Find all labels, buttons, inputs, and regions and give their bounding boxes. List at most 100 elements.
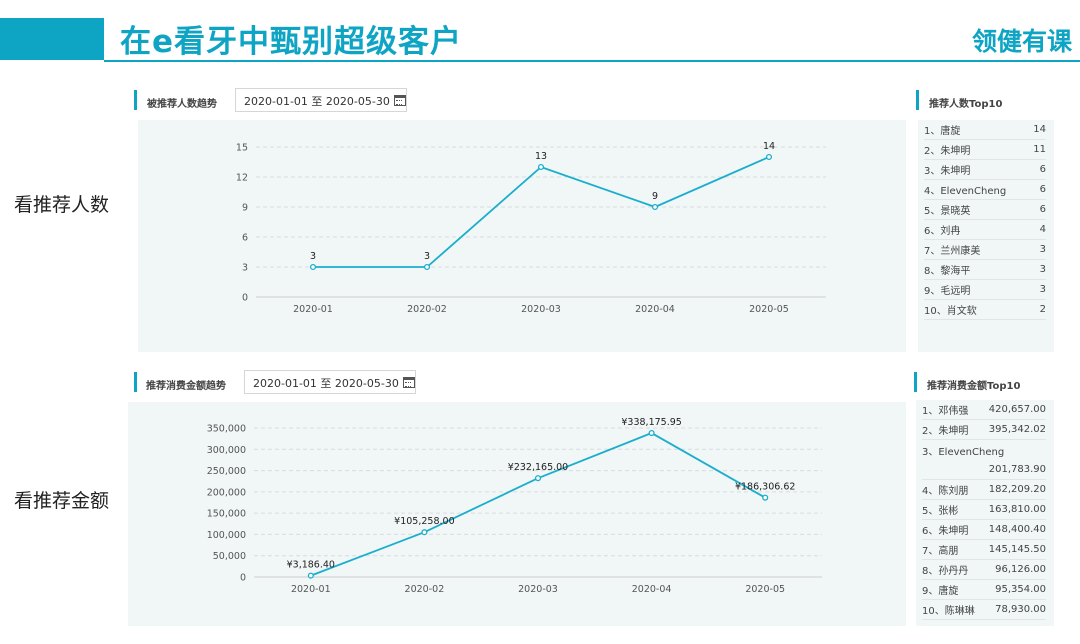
rank-name: 10、肖文软 xyxy=(924,306,977,317)
x-tick-label: 2020-04 xyxy=(632,584,672,595)
rank-row: 9、唐旋 95,354.00 xyxy=(922,580,1046,600)
data-point[interactable] xyxy=(648,429,655,437)
x-tick-label: 2020-03 xyxy=(521,304,561,315)
y-tick-label: 15 xyxy=(236,143,248,154)
rank-title-amount: 推荐消费金额Top10 xyxy=(927,381,1021,392)
data-label: ¥105,258.00 xyxy=(394,516,454,527)
data-point[interactable] xyxy=(309,263,317,271)
data-label: 13 xyxy=(535,151,547,162)
data-label: ¥3,186.40 xyxy=(287,560,335,571)
rank-name: 3、朱坤明 xyxy=(924,166,971,177)
rank-name: 3、ElevenCheng xyxy=(922,446,1005,458)
rank-row: 5、张彬 163,810.00 xyxy=(922,500,1046,520)
data-label: ¥186,306.62 xyxy=(735,482,795,493)
y-tick-label: 150,000 xyxy=(207,509,246,520)
rank-name: 4、ElevenCheng xyxy=(924,186,1007,197)
date-range-picker-amount[interactable]: 2020-01-01 至 2020-05-30 xyxy=(244,370,416,394)
header-accent-bar xyxy=(0,18,104,60)
rank-name: 6、刘冉 xyxy=(924,226,961,237)
rank-list-referrals: 1、唐旋 14 2、朱坤明 11 3、朱坤明 6 4、ElevenCheng 6 5、景晓英 6 6… xyxy=(918,120,1054,352)
series-line xyxy=(310,432,766,577)
rank-value: 95,354.00 xyxy=(995,584,1046,595)
section-marker xyxy=(916,90,919,110)
data-point[interactable] xyxy=(421,529,428,536)
section-title-referrals: 被推荐人数趋势 xyxy=(147,99,217,110)
calendar-icon[interactable] xyxy=(402,377,415,388)
rank-value: 14 xyxy=(1033,124,1046,135)
rank-row-value-line: 201,783.90 xyxy=(922,460,1046,480)
page-title: 在e看牙中甄别超级客户 xyxy=(120,24,463,60)
brand-logo-text: 领健有课 xyxy=(971,27,1072,56)
rank-value: 4 xyxy=(1039,224,1046,235)
rank-value: 145,145.50 xyxy=(988,544,1046,555)
rank-name: 6、朱坤明 xyxy=(922,526,969,537)
x-tick-label: 2020-04 xyxy=(635,304,675,315)
rank-value: 6 xyxy=(1039,184,1046,195)
rank-list-amount: 1、邓伟强 420,657.00 2、朱坤明 395,342.02 3、ElevenCh… xyxy=(916,400,1054,626)
rank-row: 6、朱坤明 148,400.40 xyxy=(922,520,1046,540)
section-marker xyxy=(134,372,137,392)
y-tick-label: 3 xyxy=(242,263,248,274)
rank-name: 1、唐旋 xyxy=(924,126,961,137)
rank-name: 7、高朋 xyxy=(922,546,959,557)
date-range-text: 2020-01-01 至 2020-05-30 xyxy=(244,95,390,108)
data-point[interactable] xyxy=(534,475,542,482)
side-label-referrals: 看推荐人数 xyxy=(14,194,110,216)
data-point[interactable] xyxy=(765,153,773,161)
chart-panel-referrals: 0 3 6 9 12 15 2020-01 2020-02 2020-03 2020-04 2020… xyxy=(138,120,906,352)
data-point[interactable] xyxy=(651,203,659,211)
rank-value: 395,342.02 xyxy=(988,424,1046,435)
section-marker xyxy=(914,372,917,392)
rank-name: 9、唐旋 xyxy=(922,586,959,597)
rank-name: 8、黎海平 xyxy=(924,266,971,277)
side-label-amount: 看推荐金额 xyxy=(14,490,110,512)
rank-name: 10、陈琳琳 xyxy=(922,606,975,617)
calendar-icon[interactable] xyxy=(393,95,406,106)
y-tick-label: 12 xyxy=(236,173,248,184)
x-tick-label: 2020-01 xyxy=(293,304,333,315)
rank-value: 2 xyxy=(1039,304,1046,315)
rank-name: 4、陈刘朋 xyxy=(922,486,969,497)
data-label: ¥338,175.95 xyxy=(621,417,681,428)
series-line xyxy=(313,156,770,268)
rank-row: 10、肖文软 2 xyxy=(924,300,1046,320)
rank-value: 3 xyxy=(1039,284,1046,295)
y-tick-label: 0 xyxy=(242,293,248,304)
rank-value: 420,657.00 xyxy=(988,404,1046,415)
date-range-picker-referrals[interactable]: 2020-01-01 至 2020-05-30 xyxy=(235,88,407,112)
y-tick-label: 100,000 xyxy=(207,530,246,541)
rank-row: 7、兰州康美 3 xyxy=(924,240,1046,260)
section-marker xyxy=(134,90,137,110)
rank-title-referrals: 推荐人数Top10 xyxy=(929,99,1003,110)
rank-value: 11 xyxy=(1033,144,1046,155)
rank-row: 5、景晓英 6 xyxy=(924,200,1046,220)
y-tick-label: 6 xyxy=(242,233,248,244)
referrals-line-chart: 0 3 6 9 12 15 2020-01 2020-02 2020-03 2020-04 2020… xyxy=(236,141,826,315)
rank-row: 3、朱坤明 6 xyxy=(924,160,1046,180)
rank-row: 2、朱坤明 11 xyxy=(924,140,1046,160)
data-point[interactable] xyxy=(307,572,314,579)
rank-row: 7、高朋 145,145.50 xyxy=(922,540,1046,560)
date-range-text: 2020-01-01 至 2020-05-30 xyxy=(253,377,399,390)
y-tick-label: 200,000 xyxy=(207,487,246,498)
y-tick-label: 350,000 xyxy=(207,424,246,435)
rank-name: 5、张彬 xyxy=(922,506,959,517)
x-tick-label: 2020-02 xyxy=(407,304,447,315)
x-tick-label: 2020-01 xyxy=(291,584,331,595)
rank-value: 78,930.00 xyxy=(995,604,1046,615)
data-label: ¥232,165.00 xyxy=(508,462,568,473)
rank-name: 2、朱坤明 xyxy=(924,146,971,157)
data-point[interactable] xyxy=(423,263,431,271)
data-label: 14 xyxy=(763,141,775,152)
section-title-amount: 推荐消费金额趋势 xyxy=(146,381,226,392)
x-tick-label: 2020-03 xyxy=(518,584,558,595)
rank-row: 3、ElevenCheng xyxy=(922,440,1046,460)
rank-row: 6、刘冉 4 xyxy=(924,220,1046,240)
data-point[interactable] xyxy=(762,494,769,501)
rank-value: 3 xyxy=(1039,264,1046,275)
rank-name: 2、朱坤明 xyxy=(922,426,969,437)
data-point[interactable] xyxy=(537,163,545,171)
rank-row: 10、陈琳琳 78,930.00 xyxy=(922,600,1046,620)
rank-name: 5、景晓英 xyxy=(924,206,971,217)
